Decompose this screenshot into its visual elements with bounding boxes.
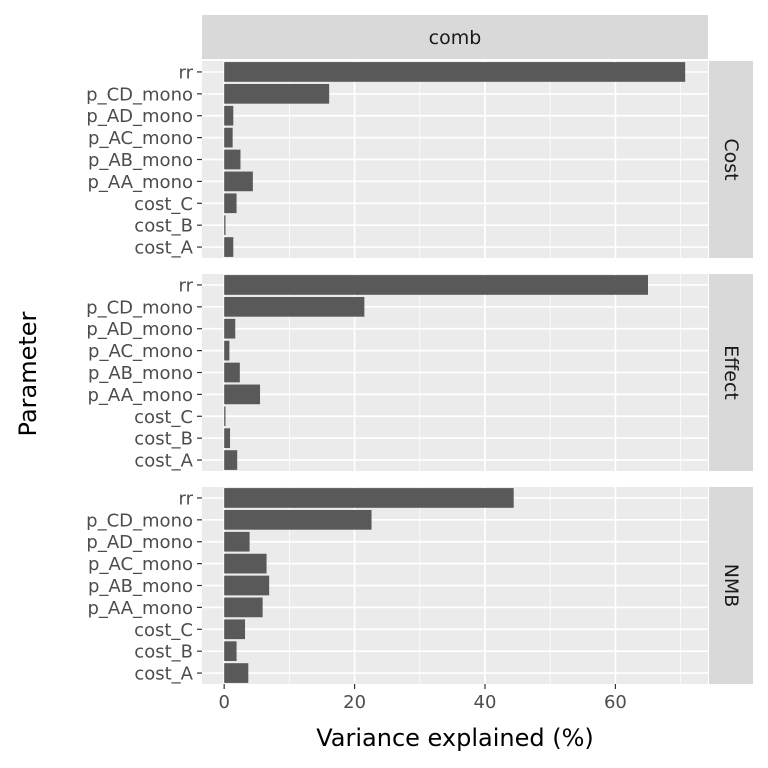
y-tick-label: cost_C [134,194,193,215]
row-strip [709,274,753,471]
bar-p_AD_mono-nmb [224,531,250,552]
y-tick-label: p_AD_mono [86,532,193,553]
bar-cost_B-cost [224,215,226,236]
y-tick-label: rr [179,275,194,296]
y-tick-label: p_AA_mono [87,172,193,193]
x-tick-label: 60 [604,692,627,713]
row-strip [709,61,753,258]
bar-p_AB_mono-cost [224,149,241,170]
y-tick-label: p_AD_mono [86,319,193,340]
y-tick-label: p_CD_mono [86,84,193,105]
bar-cost_C-nmb [224,619,246,640]
y-tick-label: cost_B [134,216,193,237]
y-tick-label: cost_C [134,620,193,641]
bar-p_AC_mono-effect [224,340,230,361]
bar-rr-cost [224,62,686,82]
facet-panel-effect: rrp_CD_monop_AD_monop_AC_monop_AB_monop_… [86,274,753,472]
bar-p_AD_mono-effect [224,318,236,339]
x-axis: 0 20 40 60 [218,684,627,713]
bar-rr-nmb [224,488,514,508]
row-strip [709,487,753,684]
y-tick-label: cost_A [134,664,193,685]
bar-cost_A-cost [224,237,234,257]
bar-p_AB_mono-effect [224,362,240,383]
y-tick-label: cost_A [134,238,193,259]
y-tick-label: p_AB_mono [88,576,193,597]
bar-p_AA_mono-cost [224,171,253,192]
bar-cost_C-cost [224,193,237,214]
y-tick-label: p_AB_mono [88,363,193,384]
bar-cost_B-nmb [224,641,237,662]
y-axis-title: Parameter [14,311,42,436]
bar-p_AC_mono-cost [224,127,233,148]
y-tick-label: cost_B [134,642,193,663]
bar-p_AB_mono-nmb [224,575,270,596]
facet-panels: rrp_CD_monop_AD_monop_AC_monop_AB_monop_… [86,61,753,685]
x-tick-label: 0 [218,692,229,713]
bar-cost_A-effect [224,450,238,470]
bar-cost_C-effect [224,406,226,427]
facet-panel-nmb: rrp_CD_monop_AD_monop_AC_monop_AB_monop_… [86,487,753,685]
bar-p_AD_mono-cost [224,105,234,126]
x-tick-label: 40 [474,692,497,713]
bar-p_AA_mono-nmb [224,597,263,618]
bar-rr-effect [224,275,649,295]
y-tick-label: cost_A [134,451,193,472]
y-tick-label: p_AC_mono [88,554,193,575]
y-tick-label: p_CD_mono [86,510,193,531]
x-tick-label: 20 [343,692,366,713]
y-tick-label: p_AA_mono [87,385,193,406]
column-strip [202,15,708,59]
bar-p_AA_mono-effect [224,384,261,405]
facet-panel-cost: rrp_CD_monop_AD_monop_AC_monop_AB_monop_… [86,61,753,259]
bar-cost_B-effect [224,428,231,449]
y-tick-label: p_AC_mono [88,128,193,149]
y-tick-label: p_AD_mono [86,106,193,127]
bar-cost_A-nmb [224,663,249,683]
y-tick-label: p_CD_mono [86,297,193,318]
y-tick-label: rr [179,62,194,83]
row-strip-label: Cost [720,138,742,180]
y-tick-label: p_AA_mono [87,598,193,619]
y-tick-label: rr [179,488,194,509]
y-tick-label: cost_C [134,407,193,428]
row-strip-label: NMB [720,564,742,608]
column-strip-label: comb [429,27,482,49]
bar-p_CD_mono-cost [224,83,330,104]
row-strip-label: Effect [720,345,742,400]
bar-p_CD_mono-effect [224,296,365,317]
x-axis-title: Variance explained (%) [316,724,594,752]
bar-p_AC_mono-nmb [224,553,267,574]
bar-p_CD_mono-nmb [224,509,372,530]
y-tick-label: cost_B [134,429,193,450]
y-tick-label: p_AC_mono [88,341,193,362]
y-tick-label: p_AB_mono [88,150,193,171]
